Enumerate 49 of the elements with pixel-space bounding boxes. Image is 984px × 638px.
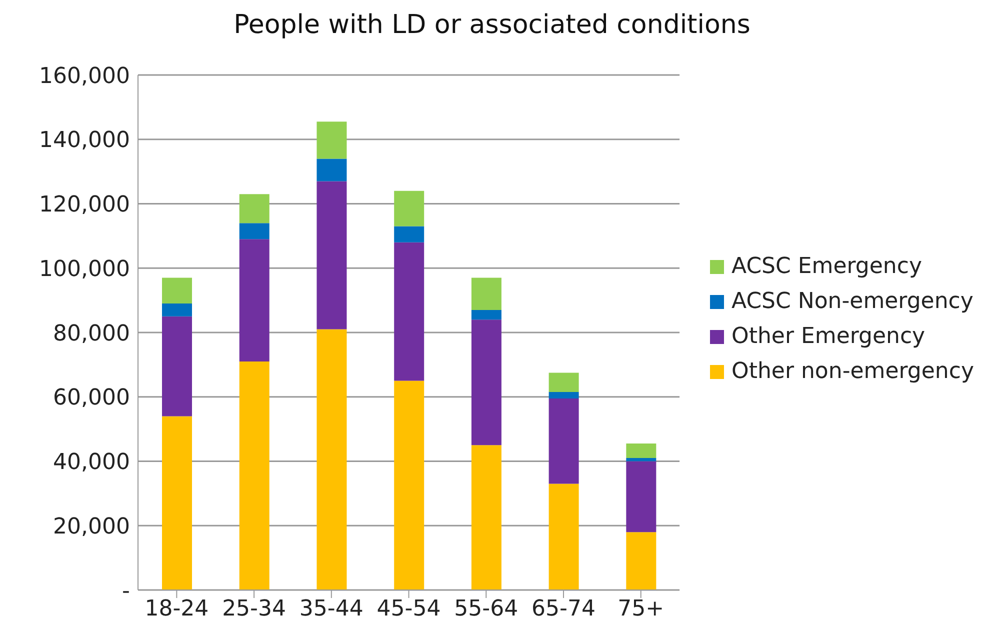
y-tick-label: 20,000 <box>53 514 130 540</box>
y-tick-label: 160,000 <box>39 64 130 89</box>
bar <box>394 190 424 226</box>
y-tick-label: 100,000 <box>39 256 130 282</box>
legend-label: ACSC Emergency <box>732 254 922 279</box>
bar <box>316 122 347 159</box>
x-tick-label: 25-34 <box>222 596 286 622</box>
y-tick-label: 80,000 <box>53 321 130 346</box>
x-tick-label: 65-74 <box>532 596 596 622</box>
bar <box>316 158 347 182</box>
chart-title: People with LD or associated conditions <box>232 10 752 40</box>
bar <box>548 484 579 590</box>
bar <box>626 461 656 532</box>
legend-label: Other non-emergency <box>732 359 974 384</box>
bar <box>471 445 502 590</box>
y-tick-label: - <box>122 578 130 604</box>
y-tick-label: 140,000 <box>39 128 130 154</box>
bar <box>548 398 579 484</box>
bar <box>548 392 579 398</box>
x-tick-label: 55-64 <box>454 596 518 622</box>
bar <box>239 223 270 240</box>
x-tick-label: 75+ <box>618 596 664 622</box>
bar <box>394 380 424 590</box>
bar <box>162 416 192 590</box>
bar <box>471 320 502 446</box>
y-tick-label: 120,000 <box>39 192 130 218</box>
x-tick-label: 45-54 <box>376 596 441 622</box>
bar <box>239 194 270 224</box>
legend-label: ACSC Non-emergency <box>732 289 974 314</box>
bar <box>626 458 656 462</box>
bar <box>239 239 270 362</box>
bar <box>316 329 347 590</box>
bar <box>626 444 656 458</box>
bar <box>394 226 424 242</box>
bar <box>471 278 502 310</box>
bar <box>626 532 656 590</box>
bar <box>548 372 579 392</box>
bar <box>316 181 347 330</box>
bar <box>162 316 192 416</box>
x-tick-label: 18-24 <box>144 596 209 622</box>
legend-label: Other Emergency <box>732 324 926 349</box>
bar <box>162 278 192 304</box>
bar <box>162 304 192 316</box>
x-tick-label: 35-44 <box>299 596 364 622</box>
y-tick-label: 40,000 <box>53 450 130 476</box>
bar <box>239 361 270 590</box>
bar <box>471 310 502 320</box>
bar <box>394 242 424 381</box>
y-tick-label: 60,000 <box>53 386 130 411</box>
